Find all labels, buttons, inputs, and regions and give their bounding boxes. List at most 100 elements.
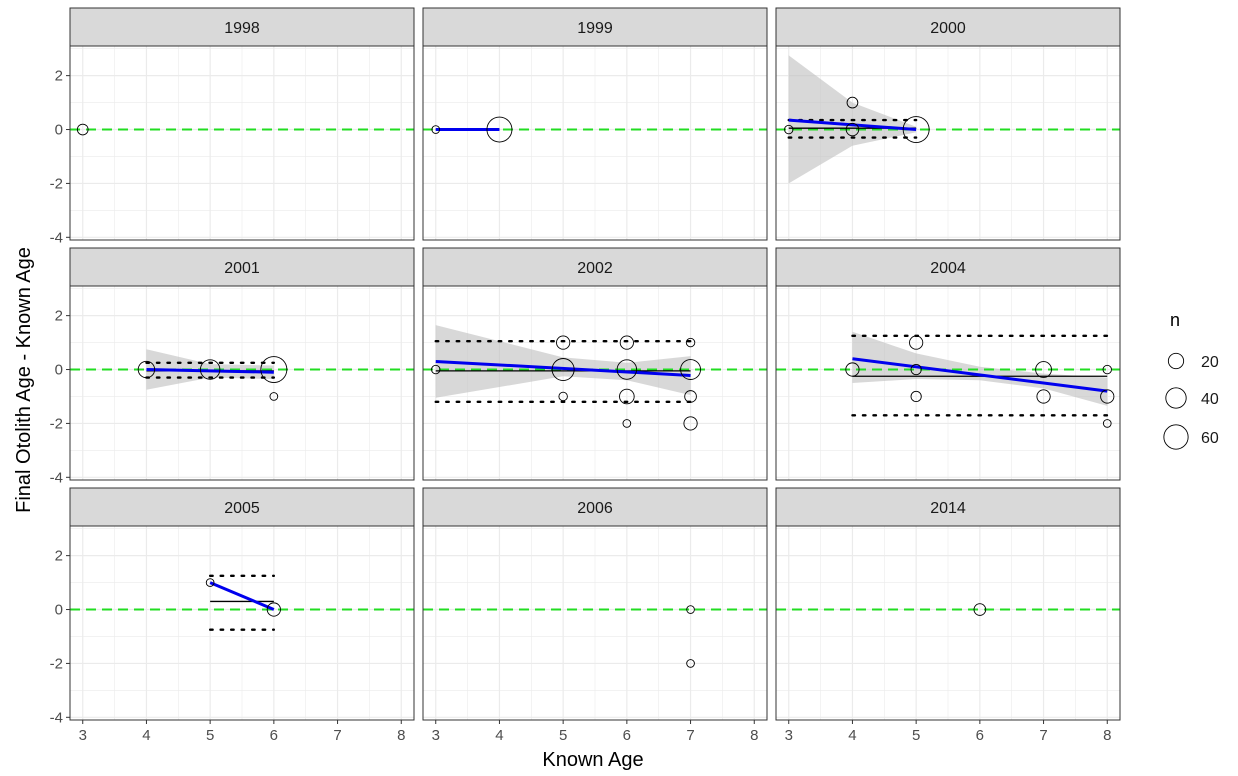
legend-key-circle (1163, 424, 1189, 450)
x-tick-label: 3 (432, 727, 440, 744)
regression-fit-line (788, 118, 917, 132)
panel-2004: 2004 (775, 247, 1121, 481)
data-point (260, 356, 288, 383)
panel-2006: 2006 3 4 5 6 7 8 (422, 487, 768, 744)
y-axis-title: Final Otolith Age - Known Age (13, 247, 35, 513)
strip-background (69, 487, 415, 527)
size-legend: n 20 40 60 (1163, 310, 1219, 450)
y-tick-label: -4 (50, 709, 63, 726)
regression-fit-line (146, 368, 274, 374)
y-tick-label: -2 (50, 655, 63, 672)
data-point (902, 116, 930, 143)
legend-key-circle (1167, 352, 1185, 370)
confidence-band (852, 331, 1108, 406)
data-point (551, 358, 575, 382)
x-tick-label: 3 (785, 727, 793, 744)
data-point (1102, 364, 1112, 375)
strip-background (775, 487, 1121, 527)
y-tick-label: -4 (50, 469, 63, 486)
strip-background (69, 7, 415, 47)
legend-title: n (1170, 310, 1180, 330)
x-tick-label: 4 (495, 727, 503, 744)
legend-label: 40 (1201, 391, 1219, 408)
x-tick-label: 7 (333, 727, 341, 744)
x-tick-label: 4 (848, 727, 856, 744)
data-point (1036, 389, 1051, 404)
data-point (845, 122, 860, 137)
legend-label: 60 (1201, 430, 1219, 447)
legend-key-circle (1165, 387, 1187, 409)
panel-2001: 2001 -4 -2 0 2 (50, 247, 415, 486)
panel-border (775, 525, 1121, 721)
x-tick-label: 6 (976, 727, 984, 744)
strip-label: 2006 (577, 500, 613, 517)
panel-border (69, 525, 415, 721)
x-axis-title: Known Age (542, 749, 643, 771)
data-point (431, 125, 441, 134)
y-tick-label: -4 (50, 229, 63, 246)
x-tick-label: 4 (142, 727, 150, 744)
data-point (683, 416, 698, 431)
data-point (619, 335, 634, 350)
panel-1998: 1998 -4 -2 0 2 (50, 7, 415, 246)
y-tick-label: 2 (55, 308, 63, 325)
data-point (558, 391, 568, 402)
data-point (622, 419, 632, 428)
data-point (1100, 389, 1115, 404)
y-tick-label: 0 (55, 362, 63, 379)
strip-label: 2002 (577, 260, 613, 277)
regression-fit-line (852, 357, 1108, 393)
strip-background (422, 7, 768, 47)
strip-label: 1998 (224, 20, 260, 37)
panel-2014: 2014 3 4 5 6 7 8 (775, 487, 1121, 744)
x-tick-label: 8 (750, 727, 758, 744)
x-tick-label: 8 (1103, 727, 1111, 744)
panel-border (422, 45, 768, 241)
panel-border (69, 285, 415, 481)
data-point (205, 578, 215, 587)
data-point (909, 335, 924, 350)
y-tick-label: -2 (50, 415, 63, 432)
data-point (137, 360, 156, 379)
data-point (199, 359, 221, 380)
strip-label: 2005 (224, 500, 260, 517)
data-point (76, 123, 89, 136)
legend-label: 20 (1201, 354, 1219, 371)
data-point (486, 116, 513, 143)
x-tick-label: 3 (79, 727, 87, 744)
data-point (684, 390, 697, 403)
x-tick-label: 5 (206, 727, 214, 744)
x-tick-label: 7 (1039, 727, 1047, 744)
data-point (616, 359, 638, 380)
data-point (973, 603, 987, 616)
data-point (431, 364, 441, 375)
x-tick-label: 5 (559, 727, 567, 744)
panel-border (775, 285, 1121, 481)
data-point (784, 124, 794, 135)
panel-border (422, 285, 768, 481)
y-tick-label: 0 (55, 122, 63, 139)
data-point (1035, 361, 1052, 378)
x-tick-label: 5 (912, 727, 920, 744)
panel-2005: 2005 -4 -2 0 2 3 4 5 6 7 8 (50, 487, 415, 744)
regression-fit-line (209, 581, 275, 611)
strip-label: 2000 (930, 20, 966, 37)
data-point (910, 363, 922, 376)
data-point (845, 362, 860, 377)
x-tick-label: 8 (397, 727, 405, 744)
panel-border (69, 45, 415, 241)
y-tick-label: 0 (55, 602, 63, 619)
data-point (269, 392, 279, 401)
panel-2002: 2002 (422, 247, 768, 481)
data-point (556, 335, 571, 350)
y-tick-label: 2 (55, 68, 63, 85)
data-point (680, 359, 701, 380)
x-tick-label: 6 (623, 727, 631, 744)
data-point (619, 388, 635, 405)
panel-2000: 2000 (775, 7, 1121, 241)
strip-background (422, 487, 768, 527)
strip-label: 2014 (930, 500, 966, 517)
panel-border (775, 45, 1121, 241)
y-tick-label: 2 (55, 548, 63, 565)
